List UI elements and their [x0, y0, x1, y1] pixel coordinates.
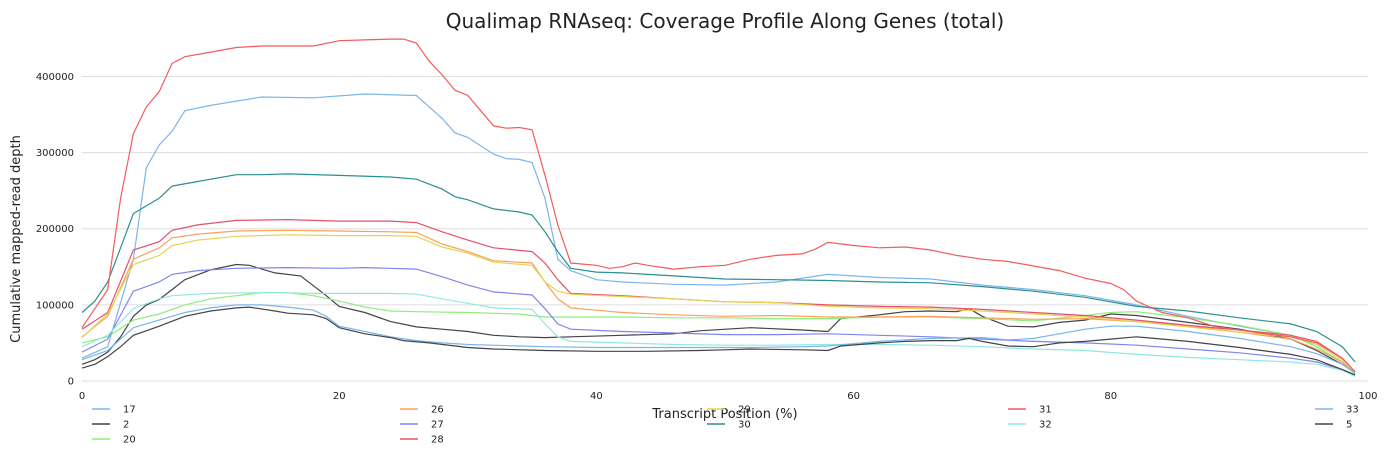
y-tick-label: 400000: [36, 72, 74, 83]
legend: 17 2 20 26 27 28 29 30 31 32 33 5: [92, 405, 1359, 446]
legend-label: 17: [123, 405, 136, 416]
y-tick-label: 0: [68, 377, 74, 388]
legend-item-31[interactable]: 31: [1008, 405, 1052, 416]
chart-title: Qualimap RNAseq: Coverage Profile Along …: [446, 9, 1004, 33]
legend-label: 5: [1346, 420, 1352, 431]
series-line-30: [81, 173, 1356, 363]
legend-item-33[interactable]: 33: [1315, 405, 1359, 416]
series-line-20: [81, 292, 1356, 374]
legend-label: 2: [123, 420, 129, 431]
series-line-17: [81, 93, 1356, 374]
gridlines: [82, 75, 1368, 382]
series-lines: [81, 38, 1356, 377]
series-line-28: [81, 218, 1356, 373]
legend-label: 30: [738, 420, 751, 431]
series-line-32: [81, 292, 1356, 377]
legend-item-26[interactable]: 26: [400, 405, 444, 416]
x-axis-label: Transcript Position (%): [651, 407, 797, 422]
legend-label: 26: [431, 405, 444, 416]
legend-label: 32: [1039, 420, 1052, 431]
legend-label: 27: [431, 420, 444, 431]
series-line-5: [81, 306, 1356, 376]
legend-label: 31: [1039, 405, 1052, 416]
y-tick-label: 300000: [36, 148, 74, 159]
x-tick-label: 0: [79, 391, 85, 402]
series-line-29: [81, 234, 1356, 373]
legend-item-28[interactable]: 28: [400, 435, 444, 446]
legend-label: 20: [123, 435, 136, 446]
legend-item-32[interactable]: 32: [1008, 420, 1052, 431]
legend-item-2[interactable]: 2: [92, 420, 129, 431]
legend-item-27[interactable]: 27: [400, 420, 444, 431]
legend-item-30[interactable]: 30: [707, 420, 751, 431]
x-tick-label: 20: [333, 391, 346, 402]
x-tick-label: 100: [1358, 391, 1377, 402]
legend-label: 33: [1346, 405, 1359, 416]
x-tick-label: 80: [1104, 391, 1117, 402]
legend-label: 29: [738, 405, 751, 416]
series-line-31: [81, 38, 1356, 373]
legend-label: 28: [431, 435, 444, 446]
series-line-27: [81, 266, 1356, 376]
y-tick-label: 100000: [36, 300, 74, 311]
x-tick-label: 40: [590, 391, 603, 402]
x-tick-label: 60: [847, 391, 860, 402]
y-axis-ticks: 0 100000 200000 300000 400000: [36, 72, 74, 388]
series-line-2: [81, 263, 1356, 373]
y-tick-label: 200000: [36, 224, 74, 235]
legend-item-20[interactable]: 20: [92, 435, 136, 446]
legend-item-5[interactable]: 5: [1315, 420, 1352, 431]
y-axis-label: Cumulative mapped-read depth: [9, 135, 24, 343]
series-line-33: [81, 304, 1356, 374]
x-axis-ticks: 0 20 40 60 80 100: [79, 391, 1378, 402]
legend-item-17[interactable]: 17: [92, 405, 136, 416]
legend-item-29[interactable]: 29: [707, 405, 751, 416]
